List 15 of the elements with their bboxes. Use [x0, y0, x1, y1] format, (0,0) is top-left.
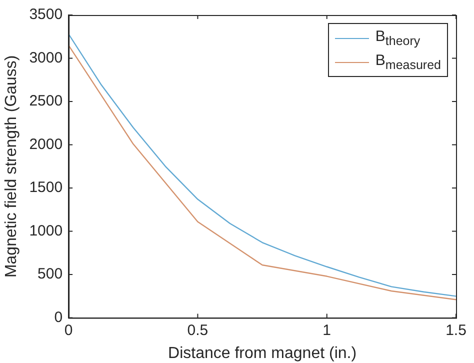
y-tick-label: 2000 [29, 136, 63, 153]
legend-label: B$_{theory}$ [375, 28, 420, 48]
legend-label: B$_{measured}$ [375, 52, 441, 72]
y-tick-label: 3000 [29, 49, 63, 66]
x-axis-title: Distance from magnet (in.) [168, 344, 357, 362]
y-tick-label: 1500 [29, 179, 63, 196]
y-axis-title: Magnetic field strength (Gauss) [3, 55, 20, 278]
x-tick-label: 1 [322, 322, 332, 339]
y-tick-label: 3500 [29, 6, 63, 24]
x-tick-label: 0.5 [187, 322, 208, 339]
y-tick-label: 1000 [29, 222, 63, 240]
y-tick-label: 2500 [29, 92, 63, 110]
y-tick-label: 0 [54, 308, 63, 326]
x-tick-label: 1.5 [446, 322, 466, 339]
y-tick-label: 500 [38, 266, 63, 283]
